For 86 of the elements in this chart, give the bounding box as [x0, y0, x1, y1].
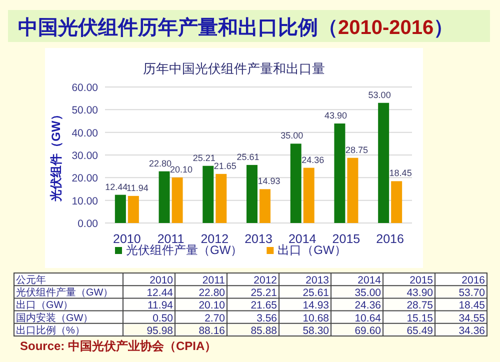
- data-label: 10.68: [302, 312, 330, 324]
- y-axis-title: 光伏组件（GW）: [49, 108, 63, 202]
- bar: [114, 194, 126, 223]
- data-label: 25.61: [302, 287, 330, 300]
- data-label: 25.61: [236, 152, 260, 162]
- data-label: 14.93: [302, 300, 330, 312]
- bar: [391, 181, 402, 223]
- data-label: 21.65: [214, 160, 236, 171]
- data-label: 20.10: [170, 164, 193, 174]
- data-label: 12.44: [105, 182, 128, 192]
- y-tick-label: 60.00: [72, 82, 98, 94]
- bar: [378, 102, 390, 223]
- data-label: 58.30: [302, 324, 330, 337]
- bar: [260, 189, 270, 223]
- y-tick-label: 30.00: [72, 150, 98, 162]
- data-label: 12.44: [146, 287, 174, 300]
- bar: [334, 123, 346, 223]
- y-tick-label: 10.00: [72, 195, 98, 208]
- bar: [202, 166, 214, 223]
- y-tick-label: 20.00: [72, 172, 98, 185]
- data-label: 18.45: [458, 300, 486, 312]
- x-tick-label: 2016: [462, 274, 486, 286]
- data-label: 24.36: [302, 154, 324, 165]
- data-label: 34.55: [458, 312, 486, 324]
- data-label: 22.80: [198, 287, 226, 300]
- data-label: 11.94: [148, 300, 174, 312]
- data-label: 21.65: [250, 300, 278, 312]
- bar: [158, 171, 170, 223]
- x-tick-label: 2011: [202, 274, 226, 286]
- bar: [303, 168, 314, 223]
- x-tick-label: 2012: [200, 232, 229, 246]
- data-label: 25.21: [250, 287, 278, 300]
- data-label: 88.16: [198, 324, 226, 337]
- x-tick-label: 2012: [254, 274, 278, 286]
- x-axis-title: 公元年: [16, 274, 46, 286]
- data-label: 43.90: [324, 110, 347, 120]
- data-label: 28.75: [345, 144, 368, 155]
- y-tick-label: 0.00: [78, 218, 98, 230]
- data-label: 43.90: [406, 287, 434, 300]
- y-tick-label: 出口比例（%）: [16, 324, 85, 336]
- data-label: 2.70: [204, 312, 226, 324]
- legend-label: 出口（GW）: [278, 243, 346, 257]
- data-label: 25.21: [192, 152, 216, 163]
- x-tick-label: 2016: [376, 232, 404, 246]
- data-label: 65.49: [406, 324, 434, 337]
- data-label: 0.50: [152, 312, 174, 324]
- x-tick-label: 2014: [288, 232, 316, 246]
- y-tick-label: 光伏组件产量（GW）: [16, 286, 114, 299]
- data-label: 28.75: [406, 300, 434, 312]
- data-label: 53.70: [458, 287, 486, 300]
- bar: [290, 144, 302, 223]
- bar: [246, 164, 258, 223]
- bar: [128, 196, 139, 223]
- legend-label: 光伏组件产量（GW）: [126, 243, 243, 257]
- data-label: 35.00: [354, 287, 382, 300]
- y-tick-label: 国内安装（GW）: [16, 312, 94, 324]
- data-label: 35.00: [280, 130, 304, 141]
- x-tick-label: 2015: [332, 232, 360, 246]
- x-tick-label: 2013: [306, 274, 330, 286]
- x-tick-label: 2015: [410, 274, 434, 286]
- source-note: Source: 中国光伏产业协会（CPIA）: [20, 339, 217, 353]
- data-label: 20.10: [198, 300, 226, 312]
- x-tick-label: 2014: [358, 274, 382, 286]
- data-label: 3.56: [256, 312, 278, 324]
- chart-subtitle: 历年中国光伏组件产量和出口量: [143, 62, 325, 77]
- data-label: 11.94: [126, 182, 148, 193]
- data-label: 85.88: [250, 324, 278, 337]
- data-label: 14.93: [258, 176, 280, 186]
- data-label: 18.45: [389, 168, 412, 178]
- x-tick-label: 2013: [244, 232, 272, 246]
- data-label: 15.15: [406, 312, 434, 324]
- y-tick-label: 出口（GW）: [16, 299, 74, 312]
- bar: [347, 158, 358, 223]
- y-tick-label: 50.00: [72, 104, 98, 117]
- data-label: 53.00: [368, 90, 391, 100]
- chart-title: 中国光伏组件历年产量和出口比例（2010-2016）: [18, 16, 454, 39]
- data-label: 34.36: [458, 324, 486, 337]
- data-label: 95.98: [146, 324, 174, 337]
- y-tick-label: 40.00: [72, 127, 98, 140]
- data-label: 24.36: [354, 300, 382, 312]
- data-label: 69.60: [354, 324, 382, 337]
- bar: [216, 174, 227, 223]
- x-tick-label: 2010: [150, 274, 174, 286]
- bar: [172, 177, 183, 223]
- data-label: 22.80: [149, 158, 172, 168]
- data-label: 10.64: [354, 312, 382, 324]
